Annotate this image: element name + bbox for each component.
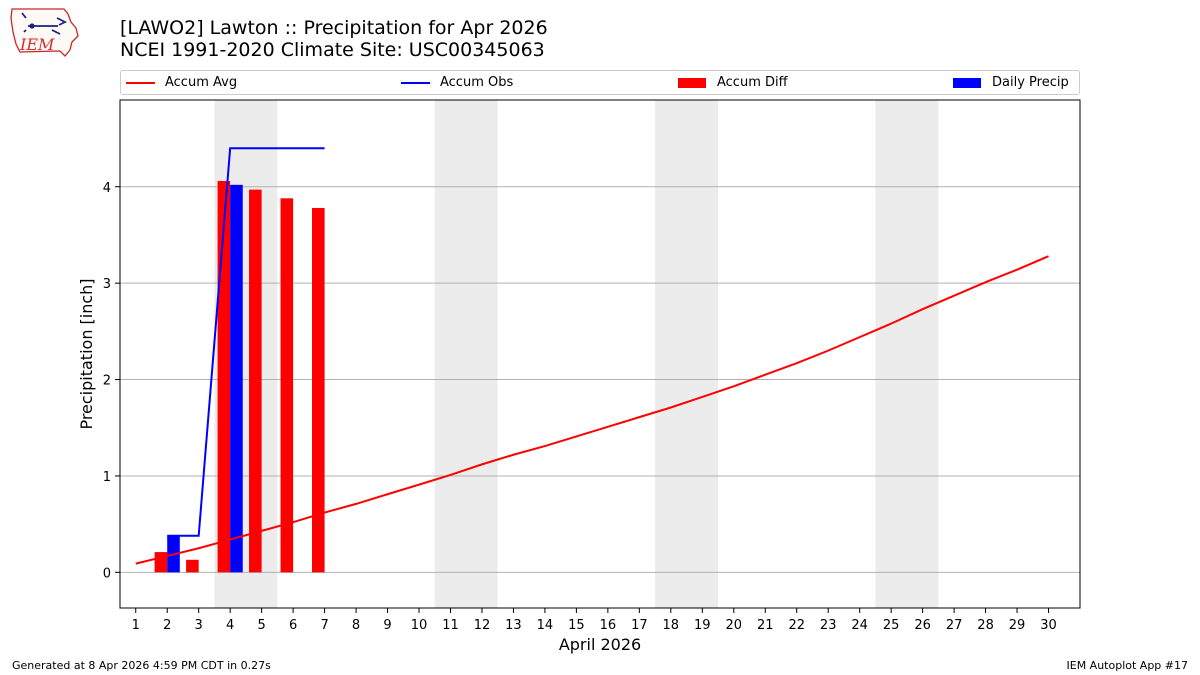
legend: Accum Avg Accum Obs Accum Diff Daily Pre… [120, 70, 1080, 95]
x-tick-label-12: 12 [474, 618, 491, 633]
x-tick-label-22: 22 [788, 618, 805, 633]
footer-app-id: IEM Autoplot App #17 [1066, 659, 1189, 672]
x-tick-label-9: 9 [383, 618, 391, 633]
y-tick-label-3: 3 [103, 277, 111, 292]
x-tick-label-10: 10 [411, 618, 428, 633]
plot-frame [119, 99, 1081, 609]
legend-item-accum-diff: Accum Diff [678, 71, 788, 94]
x-tick-label-16: 16 [600, 618, 617, 633]
x-tick-label-5: 5 [257, 618, 265, 633]
y-axis-label: Precipitation [inch] [77, 278, 96, 429]
legend-swatch-accum-avg [126, 81, 155, 84]
x-tick-label-6: 6 [289, 618, 297, 633]
iem-logo: IEM [10, 8, 79, 57]
x-tick-label-13: 13 [505, 618, 522, 633]
accum-avg-line [135, 255, 1049, 565]
legend-item-daily-precip: Daily Precip [953, 71, 1069, 94]
x-tick-label-27: 27 [946, 618, 963, 633]
y-tick-label-1: 1 [103, 470, 111, 485]
x-tick-label-20: 20 [725, 618, 742, 633]
x-tick-label-19: 19 [694, 618, 711, 633]
accum-diff-bar-day-7 [312, 207, 325, 573]
legend-swatch-accum-diff [678, 77, 706, 88]
accum-diff-bar-day-4 [217, 180, 231, 573]
legend-swatch-daily-precip [953, 77, 981, 88]
chart-title: [LAWO2] Lawton :: Precipitation for Apr … [120, 17, 548, 39]
weekend-shade-4 [875, 100, 939, 608]
legend-label-accum-avg: Accum Avg [165, 75, 238, 90]
accum-diff-bar-day-3 [186, 559, 199, 573]
accum-diff-bar-day-6 [280, 198, 294, 573]
legend-item-accum-avg: Accum Avg [126, 71, 237, 94]
weekend-shade-2 [434, 100, 498, 608]
x-tick-label-4: 4 [226, 618, 234, 633]
x-tick-label-21: 21 [757, 618, 774, 633]
legend-label-accum-obs: Accum Obs [440, 75, 514, 90]
accum-diff-bar-day-2 [154, 552, 168, 573]
logo-text: IEM [19, 35, 55, 54]
y-tick-label-2: 2 [103, 374, 111, 389]
x-tick-label-1: 1 [132, 618, 140, 633]
legend-item-accum-obs: Accum Obs [401, 71, 513, 94]
x-tick-label-29: 29 [1009, 618, 1026, 633]
y-tick-label-0: 0 [103, 566, 111, 581]
weather-vane-icon [21, 12, 68, 35]
accum-diff-bar-day-5 [249, 189, 262, 573]
y-tick-label-4: 4 [103, 181, 111, 196]
chart-subtitle: NCEI 1991-2020 Climate Site: USC00345063 [120, 39, 545, 61]
x-tick-label-11: 11 [442, 618, 459, 633]
x-tick-label-3: 3 [195, 618, 203, 633]
legend-swatch-accum-obs [401, 81, 430, 84]
x-tick-label-26: 26 [914, 618, 931, 633]
legend-label-daily-precip: Daily Precip [992, 75, 1069, 90]
x-tick-label-28: 28 [977, 618, 994, 633]
x-tick-label-18: 18 [663, 618, 680, 633]
x-tick-label-30: 30 [1040, 618, 1057, 633]
x-tick-label-2: 2 [163, 618, 171, 633]
footer-generated: Generated at 8 Apr 2026 4:59 PM CDT in 0… [12, 659, 271, 672]
legend-label-accum-diff: Accum Diff [717, 75, 788, 90]
weekend-shade-3 [655, 100, 719, 608]
x-tick-label-25: 25 [883, 618, 900, 633]
x-tick-label-17: 17 [631, 618, 648, 633]
daily-precip-bar-day-4 [230, 184, 243, 573]
x-tick-label-24: 24 [851, 618, 868, 633]
x-tick-label-15: 15 [568, 618, 585, 633]
x-axis-label: April 2026 [559, 635, 641, 654]
x-tick-label-14: 14 [537, 618, 554, 633]
x-tick-label-7: 7 [320, 618, 328, 633]
accum-obs-line [167, 147, 325, 537]
vane-hub-icon [29, 23, 35, 29]
x-tick-label-8: 8 [352, 618, 360, 633]
x-tick-label-23: 23 [820, 618, 837, 633]
